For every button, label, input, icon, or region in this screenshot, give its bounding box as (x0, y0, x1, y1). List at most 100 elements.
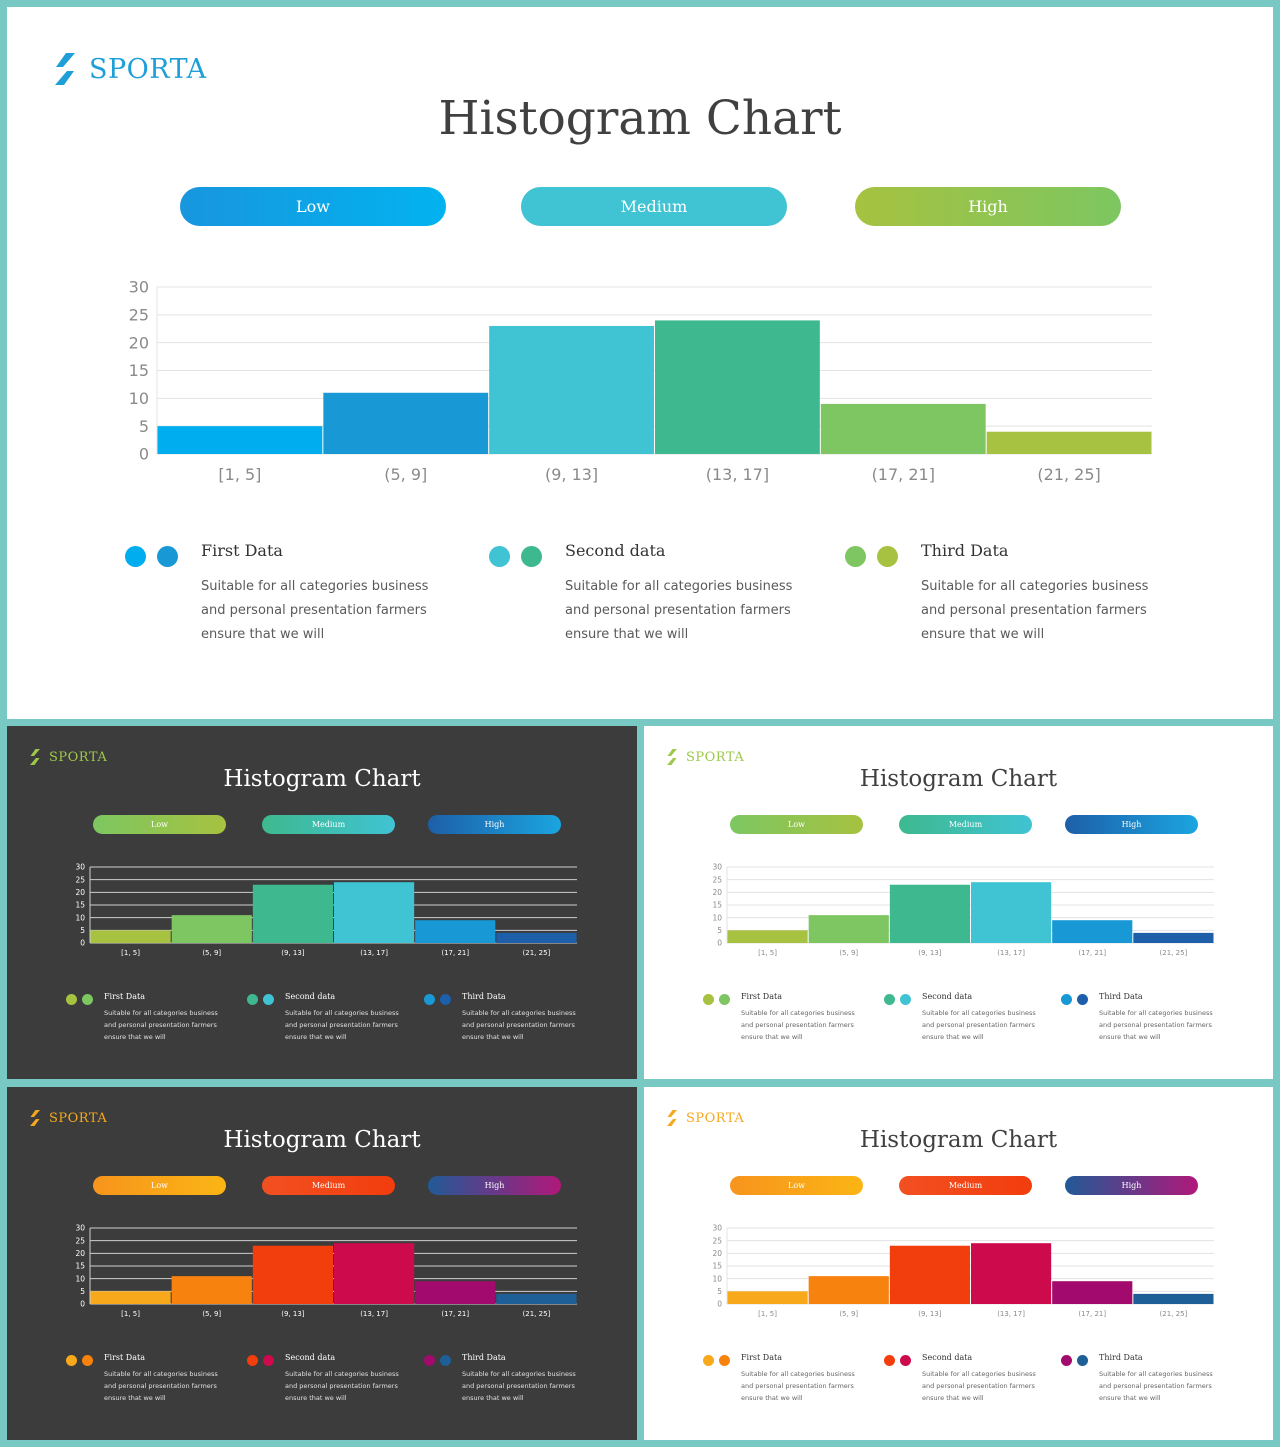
pill-label: High (1121, 1181, 1142, 1190)
x-tick-label: [1, 5] (758, 949, 777, 957)
legend-title: First Data (741, 1353, 782, 1362)
pill-label: High (1121, 820, 1142, 829)
pill-high: High (428, 1176, 561, 1195)
y-tick-label: 5 (717, 1287, 722, 1296)
y-tick-label: 20 (129, 333, 149, 352)
histogram-bar (496, 1293, 577, 1304)
legend-dot (424, 1355, 435, 1366)
histogram-bar (727, 1291, 808, 1304)
legend-dot (884, 1355, 895, 1366)
legend-description: Suitable for all categories business and… (922, 1009, 1036, 1041)
histogram-bar (1052, 920, 1133, 943)
histogram-chart: 0 5 10 15 20 25 30 [1, 5] (5, 9] (9, 13] (13, 17] (… (75, 1224, 577, 1318)
histogram-bar (808, 1276, 889, 1304)
x-tick-label: (17, 21] (872, 465, 935, 484)
pill-label: Medium (311, 820, 346, 829)
y-tick-label: 20 (712, 888, 722, 897)
y-tick-label: 15 (75, 1262, 85, 1271)
histogram-bar (889, 1245, 970, 1304)
legend-second: Second data Suitable for all categories … (247, 1353, 417, 1413)
legend-title: Third Data (462, 992, 506, 1001)
histogram-bar (655, 320, 820, 454)
legend-description: Suitable for all categories business and… (741, 1370, 855, 1402)
x-tick-label: (5, 9] (202, 1310, 221, 1318)
legend-title: Third Data (1099, 992, 1143, 1001)
x-tick-label: (13, 17] (360, 949, 388, 957)
legend-title: Second data (922, 1353, 973, 1362)
x-tick-label: (9, 13] (281, 1310, 305, 1318)
page-title: Histogram Chart (859, 766, 1058, 792)
pill-medium: Medium (521, 187, 787, 226)
legend-title: Second data (565, 541, 666, 560)
brand-logo: SPORTA (666, 1109, 744, 1127)
legend-third: Third Data Suitable for all categories b… (1061, 1353, 1231, 1413)
pill-low: Low (730, 815, 863, 834)
x-tick-label: (21, 25] (1160, 1310, 1188, 1318)
y-tick-label: 25 (712, 875, 722, 884)
lightning-icon (30, 749, 40, 765)
brand-name: SPORTA (89, 53, 207, 85)
x-tick-label: (17, 21] (441, 1310, 469, 1318)
page-title: Histogram Chart (223, 1127, 421, 1153)
pill-label: Low (151, 1181, 168, 1190)
histogram-bar (171, 915, 252, 943)
x-tick-label: [1, 5] (121, 1310, 140, 1318)
legend-dot (1061, 994, 1072, 1005)
histogram-bar (971, 882, 1052, 943)
legend-title: Third Data (1099, 1353, 1143, 1362)
legend-dot (247, 1355, 258, 1366)
legend-description: Suitable for all categories business and… (1099, 1009, 1213, 1041)
legend-second: Second data Suitable for all categories … (489, 541, 819, 661)
slide-variant-light-green: SPORTA Histogram Chart Low Medium High 0… (644, 726, 1273, 1079)
pill-label: High (484, 1181, 505, 1190)
legend-first: First Data Suitable for all categories b… (66, 1353, 236, 1413)
y-tick-label: 10 (712, 1274, 722, 1283)
x-tick-label: (5, 9] (384, 465, 427, 484)
legend-description: Suitable for all categories business and… (922, 1370, 1036, 1402)
x-tick-label: (9, 13] (918, 949, 942, 957)
lightning-icon (55, 53, 75, 85)
pill-label: Medium (948, 820, 983, 829)
histogram-bar (1133, 932, 1214, 943)
pill-medium: Medium (899, 1176, 1032, 1195)
histogram-chart: 0 5 10 15 20 25 30 [1, 5] (5, 9] (9, 13] (13, 17] (… (129, 278, 1152, 484)
histogram-bar (157, 426, 323, 454)
histogram-bar (334, 882, 415, 943)
legend-dot (125, 546, 146, 567)
histogram-bar (889, 884, 970, 943)
pill-high: High (855, 187, 1121, 226)
legend-dot (66, 994, 77, 1005)
legend-dot (440, 994, 451, 1005)
y-tick-label: 5 (80, 926, 85, 935)
x-tick-label: (21, 25] (523, 949, 551, 957)
pill-label: Medium (620, 197, 688, 216)
histogram-bar (252, 1245, 333, 1304)
x-tick-label: (9, 13] (545, 465, 598, 484)
y-tick-label: 20 (75, 1249, 85, 1258)
pill-label: High (968, 197, 1008, 216)
histogram-chart: 0 5 10 15 20 25 30 [1, 5] (5, 9] (9, 13] (13, 17] (… (712, 1224, 1214, 1318)
legend-dot (900, 1355, 911, 1366)
y-tick-label: 30 (75, 1224, 85, 1233)
legend-dot (900, 994, 911, 1005)
legend-title: First Data (104, 1353, 145, 1362)
y-tick-label: 30 (712, 1224, 722, 1233)
histogram-bar (334, 1243, 415, 1304)
y-tick-label: 0 (139, 445, 149, 464)
histogram-bar (252, 884, 333, 943)
y-tick-label: 20 (75, 888, 85, 897)
lightning-icon (667, 749, 677, 765)
legend-second: Second data Suitable for all categories … (247, 992, 417, 1052)
legend-description: Suitable for all categories business and… (285, 1009, 399, 1041)
legend-dot (719, 994, 730, 1005)
y-tick-label: 15 (712, 1262, 722, 1271)
y-tick-label: 5 (139, 417, 149, 436)
legend-dot (66, 1355, 77, 1366)
legend-description: Suitable for all categories business and… (462, 1370, 576, 1402)
legend-third: Third Data Suitable for all categories b… (424, 1353, 594, 1413)
brand-name: SPORTA (686, 1110, 745, 1126)
x-tick-label: (21, 25] (523, 1310, 551, 1318)
brand-name: SPORTA (686, 749, 745, 765)
pill-label: Low (788, 820, 805, 829)
x-tick-label: (5, 9] (839, 1310, 858, 1318)
